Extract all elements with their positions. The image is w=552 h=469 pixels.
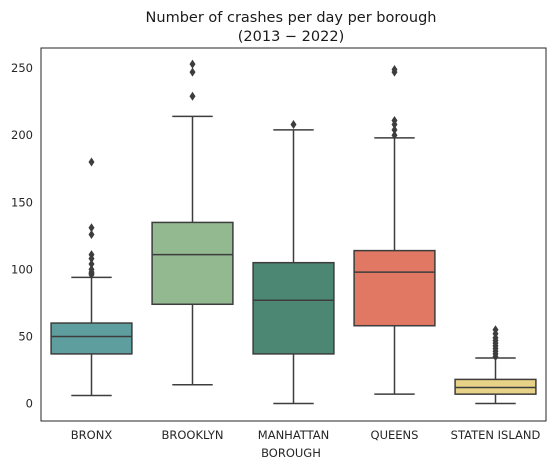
- x-tick-label: QUEENS: [371, 428, 419, 442]
- boxes-group: [50, 59, 537, 405]
- y-tick-label: 150: [11, 195, 33, 209]
- chart-title-line-1: Number of crashes per day per borough: [146, 10, 437, 26]
- y-tick-label: 200: [11, 128, 33, 142]
- outlier-point: [88, 259, 95, 269]
- iqr-box: [151, 221, 234, 306]
- y-tick-label: 50: [18, 329, 33, 343]
- box-bronx: [50, 157, 133, 397]
- x-axis: BRONX BROOKLYN MANHATTAN QUEENS STATEN ISLAN…: [71, 428, 541, 442]
- x-axis-label: BOROUGH: [261, 446, 321, 460]
- outlier-point: [88, 230, 95, 239]
- x-tick-label: BRONX: [71, 428, 113, 442]
- iqr-box: [50, 322, 133, 355]
- outlier-point: [189, 91, 196, 101]
- iqr-box: [252, 261, 335, 355]
- y-tick-label: 250: [11, 61, 33, 75]
- y-tick-label: 0: [26, 397, 33, 411]
- box-manhattan: [252, 119, 335, 405]
- outlier-point: [290, 119, 297, 129]
- outlier-point: [492, 325, 499, 335]
- outlier-point: [88, 250, 95, 260]
- outlier-point: [391, 64, 398, 74]
- outlier-point: [391, 115, 398, 125]
- plot-frame: [40, 47, 547, 422]
- iqr-box: [353, 249, 436, 327]
- outlier-point: [88, 264, 95, 274]
- outlier-point: [88, 157, 95, 167]
- box-staten-island: [454, 325, 537, 405]
- box-brooklyn: [151, 59, 234, 386]
- y-axis: 0 50 100 150 200 250: [11, 61, 33, 410]
- x-tick-label: STATEN ISLAND: [451, 428, 541, 442]
- y-tick-label: 100: [11, 262, 33, 276]
- x-tick-label: BROOKLYN: [161, 428, 223, 442]
- outlier-point: [391, 125, 398, 135]
- outlier-point: [88, 223, 95, 233]
- outlier-point: [391, 130, 398, 140]
- chart-title-line-2: (2013 − 2022): [238, 29, 344, 45]
- outlier-point: [189, 67, 196, 77]
- box-queens: [353, 64, 436, 395]
- outlier-point: [189, 59, 196, 69]
- x-tick-label: MANHATTAN: [258, 428, 329, 442]
